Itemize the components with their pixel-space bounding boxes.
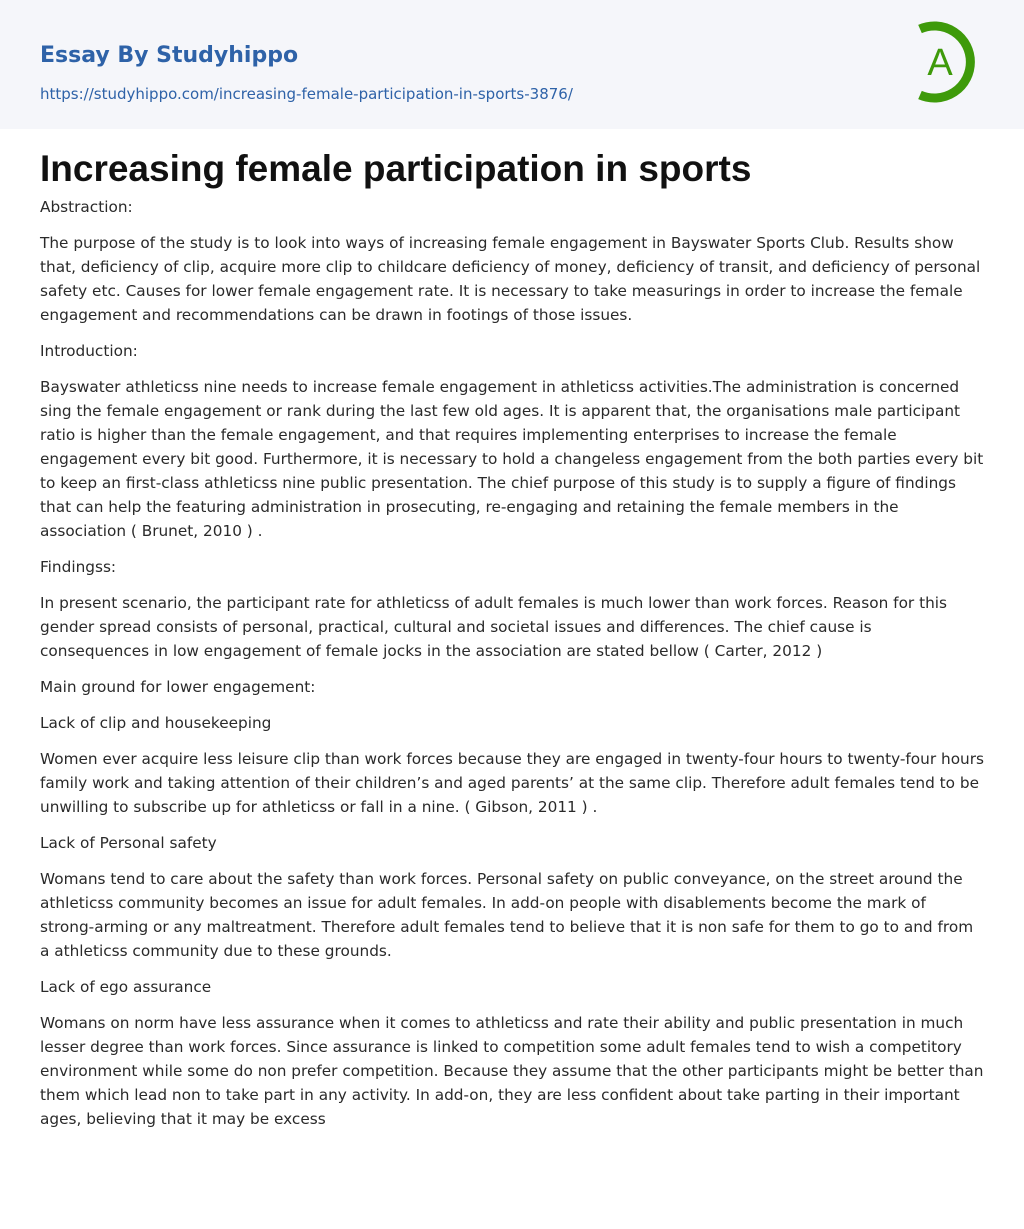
paragraph-personal-safety: Womans tend to care about the safety tha… <box>40 870 974 960</box>
paragraph-lack-of-time: Women ever acquire less leisure clip tha… <box>40 750 985 816</box>
heading-abstraction: Abstraction: <box>40 198 133 216</box>
heading-self-confidence: Lack of ego assurance <box>40 978 212 996</box>
paragraph-self-confidence: Womans on norm have less assurance when … <box>40 1014 984 1128</box>
logo-letter: A <box>927 42 953 84</box>
paragraph-abstract: The purpose of the study is to look into… <box>40 234 981 324</box>
heading-findings: Findingss: <box>40 558 117 576</box>
heading-lack-of-time: Lack of clip and housekeeping <box>40 714 272 732</box>
site-header: Essay By Studyhippo https://studyhippo.c… <box>0 0 1024 129</box>
essay-body: Abstraction: The purpose of the study is… <box>40 195 984 1131</box>
paragraph-findings: In present scenario, the participant rat… <box>40 594 947 660</box>
page-title: Increasing female participation in sport… <box>40 148 752 189</box>
heading-introduction: Introduction: <box>40 342 138 360</box>
studyhippo-logo-icon[interactable]: A <box>912 19 986 105</box>
paragraph-introduction: Bayswater athleticss nine needs to incre… <box>40 378 984 540</box>
heading-personal-safety: Lack of Personal safety <box>40 834 217 852</box>
heading-main-ground: Main ground for lower engagement: <box>40 678 316 696</box>
essay-url-link[interactable]: https://studyhippo.com/increasing-female… <box>40 85 573 103</box>
brand-title[interactable]: Essay By Studyhippo <box>40 43 299 68</box>
